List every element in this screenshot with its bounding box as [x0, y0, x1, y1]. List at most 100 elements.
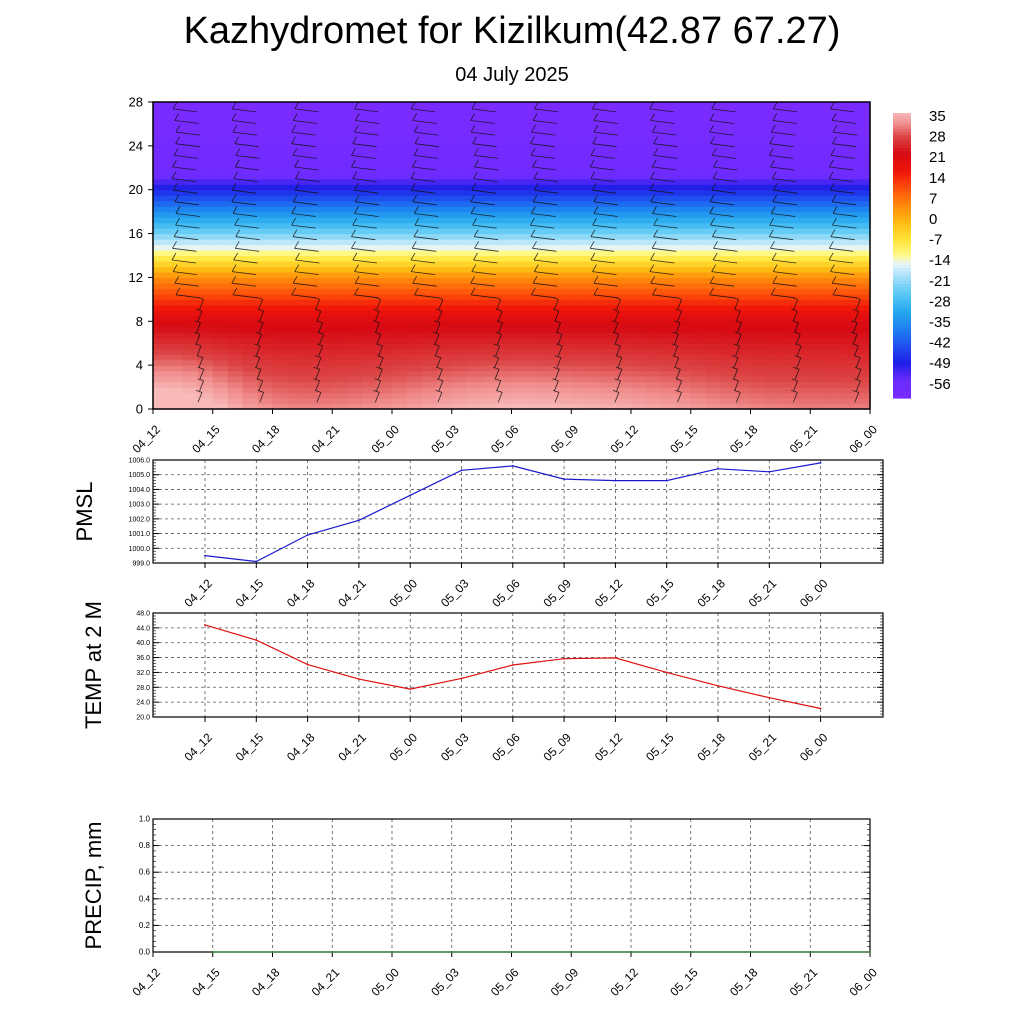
- temperature-cell: [705, 392, 722, 399]
- temperature-cell: [167, 189, 184, 196]
- temperature-cell: [735, 403, 752, 410]
- x-tick-label: 05_09: [548, 965, 582, 999]
- temperature-cell: [167, 321, 184, 328]
- temperature-cell: [616, 398, 632, 405]
- temperature-cell: [750, 112, 767, 120]
- temperature-cell: [481, 217, 498, 224]
- temperature-cell: [287, 398, 303, 405]
- temperature-cell: [272, 288, 289, 295]
- temperature-cell: [167, 288, 184, 295]
- wind-barb-flag: [234, 136, 240, 144]
- wind-barb: [533, 259, 559, 264]
- temperature-cell: [481, 359, 498, 366]
- wind-barb: [734, 380, 739, 391]
- temperature-cell: [690, 365, 707, 372]
- temperature-cell: [855, 195, 871, 202]
- temperature-cell: [466, 348, 483, 355]
- temperature-cell: [735, 337, 752, 344]
- temperature-cell: [212, 189, 229, 196]
- temperature-cell: [541, 206, 557, 213]
- temperature-cell: [272, 348, 289, 355]
- temperature-cell: [466, 206, 483, 213]
- x-tick-label: 04_18: [249, 422, 283, 456]
- temperature-cell: [481, 403, 498, 410]
- temperature-cell: [332, 326, 348, 333]
- temperature-cell: [675, 184, 692, 191]
- temperature-cell: [242, 282, 259, 289]
- temperature-cell: [690, 206, 707, 213]
- temperature-cell: [720, 107, 737, 114]
- temperature-cell: [586, 189, 602, 196]
- temperature-cell: [840, 348, 856, 355]
- temperature-cell: [287, 250, 303, 257]
- temperature-cell: [526, 381, 542, 388]
- colorbar-cell: [893, 325, 911, 329]
- temperature-cell: [362, 315, 378, 322]
- temperature-cell: [541, 140, 557, 147]
- temperature-cell: [541, 156, 557, 163]
- temperature-cell: [287, 403, 303, 410]
- wind-barb: [316, 392, 322, 403]
- temperature-cell: [541, 348, 557, 355]
- temperature-cell: [855, 387, 871, 394]
- temperature-cell: [735, 370, 752, 377]
- temperature-cell: [616, 376, 632, 383]
- x-tick-label: 05_09: [541, 576, 575, 610]
- temperature-cell: [466, 387, 483, 394]
- temperature-cell: [167, 277, 184, 284]
- temperature-cell: [436, 250, 453, 257]
- temperature-cell: [451, 337, 468, 344]
- wind-barb: [352, 178, 377, 182]
- data-point: [331, 951, 334, 953]
- temperature-cell: [750, 167, 767, 174]
- temperature-cell: [436, 326, 453, 333]
- x-tick-label: 05_18: [694, 576, 728, 610]
- temperature-cell: [377, 156, 393, 163]
- temperature-cell: [406, 326, 423, 333]
- temperature-cell: [840, 370, 856, 377]
- temperature-cell: [197, 359, 214, 366]
- wind-barb: [616, 380, 621, 391]
- temperature-cell: [675, 162, 692, 169]
- wind-barb-flag: [651, 124, 657, 133]
- wind-barb: [713, 166, 738, 171]
- temperature-cell: [720, 145, 737, 152]
- wind-barb: [592, 271, 617, 275]
- wind-barb: [374, 310, 380, 322]
- temperature-cell: [586, 365, 602, 372]
- x-tick-label: 05_12: [592, 730, 626, 764]
- wind-barb: [171, 178, 197, 182]
- temperature-cell: [392, 140, 408, 147]
- temperature-cell: [690, 282, 707, 289]
- temperature-cell: [616, 392, 632, 399]
- temperature-cell: [451, 206, 468, 213]
- temperature-cell: [735, 392, 752, 399]
- temperature-cell: [675, 244, 692, 251]
- y-tick-label: 24.0: [136, 700, 150, 707]
- temperature-cell: [347, 326, 363, 333]
- wind-barb-flag: [470, 276, 476, 284]
- temperature-cell: [616, 244, 632, 251]
- temperature-cell: [586, 211, 602, 218]
- temperature-cell: [526, 167, 542, 174]
- temperature-cell: [332, 398, 348, 405]
- temperature-cell: [541, 403, 557, 410]
- temperature-cell: [720, 222, 737, 229]
- temperature-cell: [571, 217, 587, 224]
- temperature-cell: [496, 162, 513, 169]
- temperature-cell: [421, 326, 438, 333]
- temperature-cell: [287, 184, 303, 191]
- temperature-cell: [347, 118, 363, 125]
- temperature-cell: [855, 107, 871, 114]
- wind-barb: [410, 259, 436, 264]
- temperature-cell: [735, 145, 752, 152]
- temperature-cell: [795, 156, 811, 163]
- temperature-cell: [675, 288, 692, 295]
- temperature-cell: [795, 288, 811, 295]
- temperature-cell: [735, 173, 752, 180]
- temperature-cell: [197, 250, 214, 257]
- temperature-cell: [227, 337, 244, 344]
- temperature-cell: [556, 293, 572, 300]
- temperature-cell: [242, 173, 259, 180]
